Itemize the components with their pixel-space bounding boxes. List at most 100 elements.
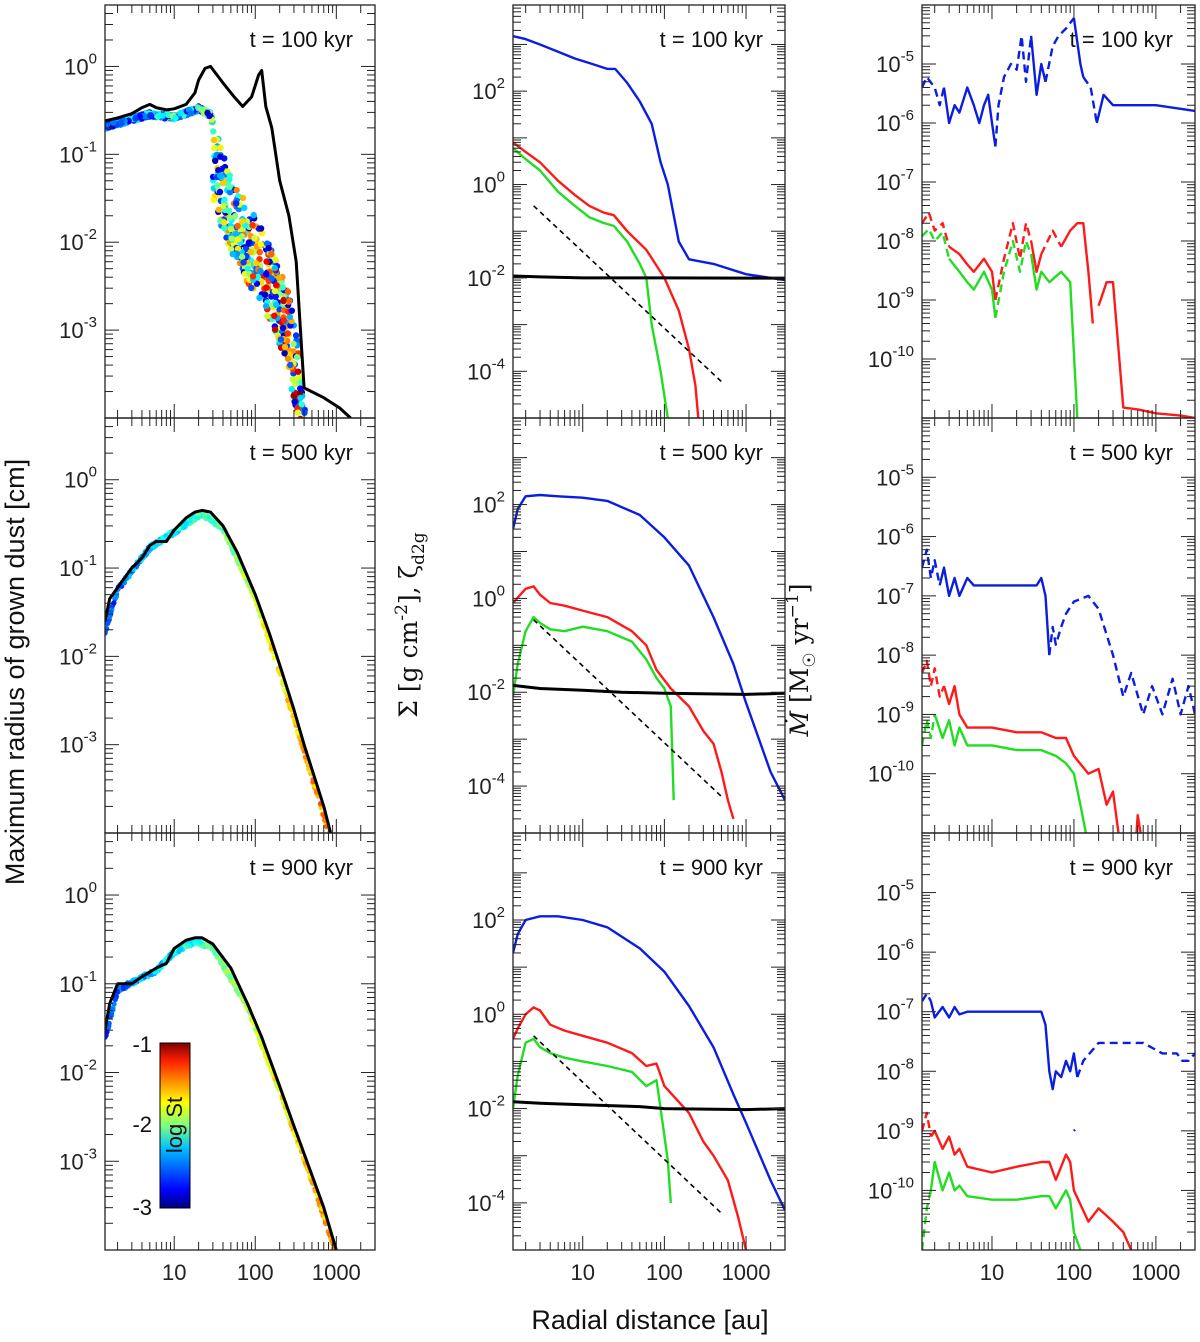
panel-left-0-scatter-point bbox=[249, 222, 256, 229]
panel-middle-1-series bbox=[513, 493, 785, 820]
panel-left-0-scatter-point bbox=[291, 398, 298, 405]
panel-left-0-scatter-point bbox=[287, 361, 294, 369]
panel-left-2-scatter-point bbox=[111, 1001, 117, 1007]
panel-left-0-scatter-point bbox=[289, 376, 296, 383]
panel-left-0-scatter-point bbox=[300, 431, 306, 437]
panel-right-2-ticks bbox=[922, 832, 1196, 1251]
panel-right-0-title: t = 100 kyr bbox=[1070, 27, 1173, 52]
panel-left-0-scatter-point bbox=[294, 368, 302, 375]
panel-left-0-scatter-point bbox=[217, 153, 224, 160]
panel-left-0-scatter-point bbox=[286, 313, 294, 321]
panel-right-0: 10-5 10-6 10-7 10-8 10-9 10-10 t = 100 kyr bbox=[868, 4, 1196, 419]
panel-left-0-scatter-point bbox=[277, 336, 285, 343]
panel-left-0-scatter-point bbox=[233, 186, 240, 194]
panel-middle-2-series-dust-to-gas-ratio-seg0 bbox=[513, 1100, 785, 1112]
panel-left-0-scatter-point bbox=[262, 302, 270, 310]
panel-left-0-scatter-point bbox=[147, 112, 154, 119]
panel-right-0-series-grown-dust-seg6 bbox=[1097, 281, 1195, 418]
panel-left-2-series bbox=[105, 936, 338, 1250]
panel-right-1-series-grown-dust-seg1 bbox=[942, 684, 1120, 833]
panel-middle-2-xtick-label: 10 bbox=[570, 1260, 594, 1285]
y-axis-label-right-sun: ☉ bbox=[800, 652, 820, 667]
panel-right-1-ticks bbox=[922, 417, 1196, 834]
panel-middle-0-ytick-label: 100 bbox=[472, 169, 505, 198]
panel-right-1-series-small-dust-seg1 bbox=[933, 714, 1088, 833]
panel-left-0-scatter-point bbox=[256, 294, 263, 301]
panel-left-2-xtick-label: 10 bbox=[162, 1260, 186, 1285]
panel-middle-1-series-reference-slope-seg0 bbox=[533, 619, 723, 798]
panel-left-1-scatter-point bbox=[113, 594, 119, 601]
panel-right-2-series-small-dust-seg1 bbox=[929, 1160, 1082, 1250]
panel-left-0-scatter-point bbox=[226, 172, 233, 179]
labels-layer: Radial distance [au] Maximum radius of g… bbox=[0, 459, 820, 1335]
panel-left-0-series bbox=[105, 64, 352, 418]
panel-left-0-scatter-point bbox=[268, 275, 275, 282]
panel-left-0-scatter-point bbox=[228, 235, 235, 242]
panel-middle-1-series-small-dust-seg0 bbox=[513, 615, 675, 801]
panel-middle-0-series-small-dust-seg0 bbox=[513, 147, 669, 418]
panel-left-0-scatter-point bbox=[281, 350, 288, 357]
panel-left-0-scatter-point bbox=[292, 332, 300, 339]
panel-left-0-scatter-point bbox=[132, 115, 139, 122]
panel-left-0-scatter-point bbox=[249, 273, 257, 280]
panel-right-0-ytick-label: 10-8 bbox=[876, 225, 914, 254]
panel-middle-2-ytick-label: 10-2 bbox=[467, 1093, 505, 1122]
panel-left-0-scatter-point bbox=[254, 273, 261, 280]
panel-right-1-series-grown-dust-seg2 bbox=[1135, 814, 1142, 833]
panel-left-2-scatter-point bbox=[198, 940, 204, 946]
panel-left-2-scatter-point bbox=[186, 943, 192, 949]
panel-left-1-scatter-point bbox=[195, 511, 201, 518]
panel-left-0-scatter-point bbox=[187, 110, 195, 117]
panel-left-1-scatter-point bbox=[111, 600, 117, 606]
panel-left-1-series-max-radius-seg0 bbox=[105, 508, 333, 833]
panel-left-0-scatter-point bbox=[272, 256, 279, 263]
panel-left-2-frame bbox=[104, 832, 376, 1251]
panel-right-0-series-gas-seg1 bbox=[942, 86, 997, 147]
panel-left-0-scatter-point bbox=[281, 343, 289, 351]
panel-left-0-scatter-point bbox=[214, 182, 221, 189]
colorbar-label: log St bbox=[162, 1097, 187, 1153]
panel-left-0-scatter-point bbox=[245, 239, 253, 246]
panel-left-0-scatter-point bbox=[210, 128, 217, 135]
panel-left-0-scatter-point bbox=[279, 324, 287, 332]
panel-left-0-scatter-point bbox=[159, 112, 166, 119]
panel-middle-2-title: t = 900 kyr bbox=[660, 855, 763, 880]
panel-right-0-ytick-label: 10-6 bbox=[876, 107, 914, 136]
panel-left-0-scatter-point bbox=[210, 196, 217, 204]
panel-left-0-series-max-radius-seg0 bbox=[105, 64, 352, 418]
panel-left-0-scatter-point bbox=[298, 401, 305, 408]
panel-right-2-ytick-label: 10-10 bbox=[868, 1174, 914, 1203]
panel-left-0-scatter-point bbox=[229, 250, 236, 258]
panel-right-1-ytick-label: 10-6 bbox=[876, 521, 914, 550]
panel-left-2-xtick-label: 1000 bbox=[312, 1260, 361, 1285]
panel-left-1-ytick-label: 100 bbox=[64, 464, 97, 493]
panel-left-0-scatter-point bbox=[264, 312, 271, 320]
panel-right-2-series-grown-dust-seg0 bbox=[922, 1111, 933, 1137]
panel-left-0-scatter-point bbox=[238, 253, 246, 260]
panel-left-1-series bbox=[105, 508, 333, 833]
panel-left-0-scatter-point bbox=[272, 293, 279, 300]
panel-left-0-scatter-point bbox=[256, 249, 263, 256]
panel-middle-2-ytick-label: 102 bbox=[472, 904, 505, 933]
y-axis-label-right-mdot: Ṁ bbox=[785, 710, 814, 738]
panel-left-2-scatter-point bbox=[109, 1010, 115, 1016]
panel-right-1-series-gas-seg1 bbox=[938, 566, 1051, 656]
y-axis-label-middle: Σ [g cm-2], ζd2g bbox=[392, 532, 429, 718]
panel-left-0-title: t = 100 kyr bbox=[250, 27, 353, 52]
panel-middle-1-title: t = 500 kyr bbox=[660, 440, 763, 465]
panel-right-0-series-grown-dust-seg3 bbox=[1029, 240, 1043, 273]
panel-left-1-ytick-label: 10-3 bbox=[59, 729, 97, 758]
panel-left-2-scatter-point bbox=[105, 1029, 110, 1035]
colorbar-gradient bbox=[159, 1042, 191, 1209]
panel-left-0-scatter-point bbox=[280, 317, 288, 324]
panel-left-0-scatter-point bbox=[263, 284, 270, 291]
panel-right-0-series-gas-seg2 bbox=[994, 34, 1033, 147]
panel-right-1-title: t = 500 kyr bbox=[1070, 440, 1173, 465]
panel-left-0-ytick-label: 10-1 bbox=[59, 138, 97, 167]
panel-middle-1: 102 100 10-2 10-4 t = 500 kyr bbox=[467, 417, 786, 834]
panel-left-0-scatter-point bbox=[239, 194, 247, 202]
panel-left-0-scatter-point bbox=[226, 183, 233, 191]
panel-left-0-ytick-label: 10-3 bbox=[59, 314, 97, 343]
panel-right-2-series-grown-dust-seg1 bbox=[929, 1129, 1133, 1250]
panel-left-0-scatter-point bbox=[279, 284, 286, 291]
